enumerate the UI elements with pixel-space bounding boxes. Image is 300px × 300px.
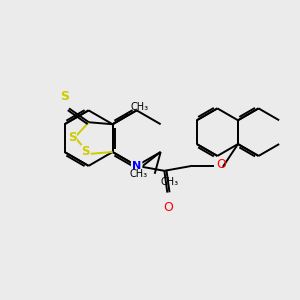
- Text: CH₃: CH₃: [130, 102, 148, 112]
- Text: N: N: [132, 161, 141, 171]
- Text: CH₃: CH₃: [130, 169, 148, 179]
- Text: CH₃: CH₃: [160, 177, 179, 187]
- Text: O: O: [216, 158, 226, 171]
- Text: S: S: [68, 130, 76, 144]
- Text: O: O: [164, 200, 173, 214]
- Text: S: S: [61, 90, 70, 104]
- Text: S: S: [82, 146, 90, 158]
